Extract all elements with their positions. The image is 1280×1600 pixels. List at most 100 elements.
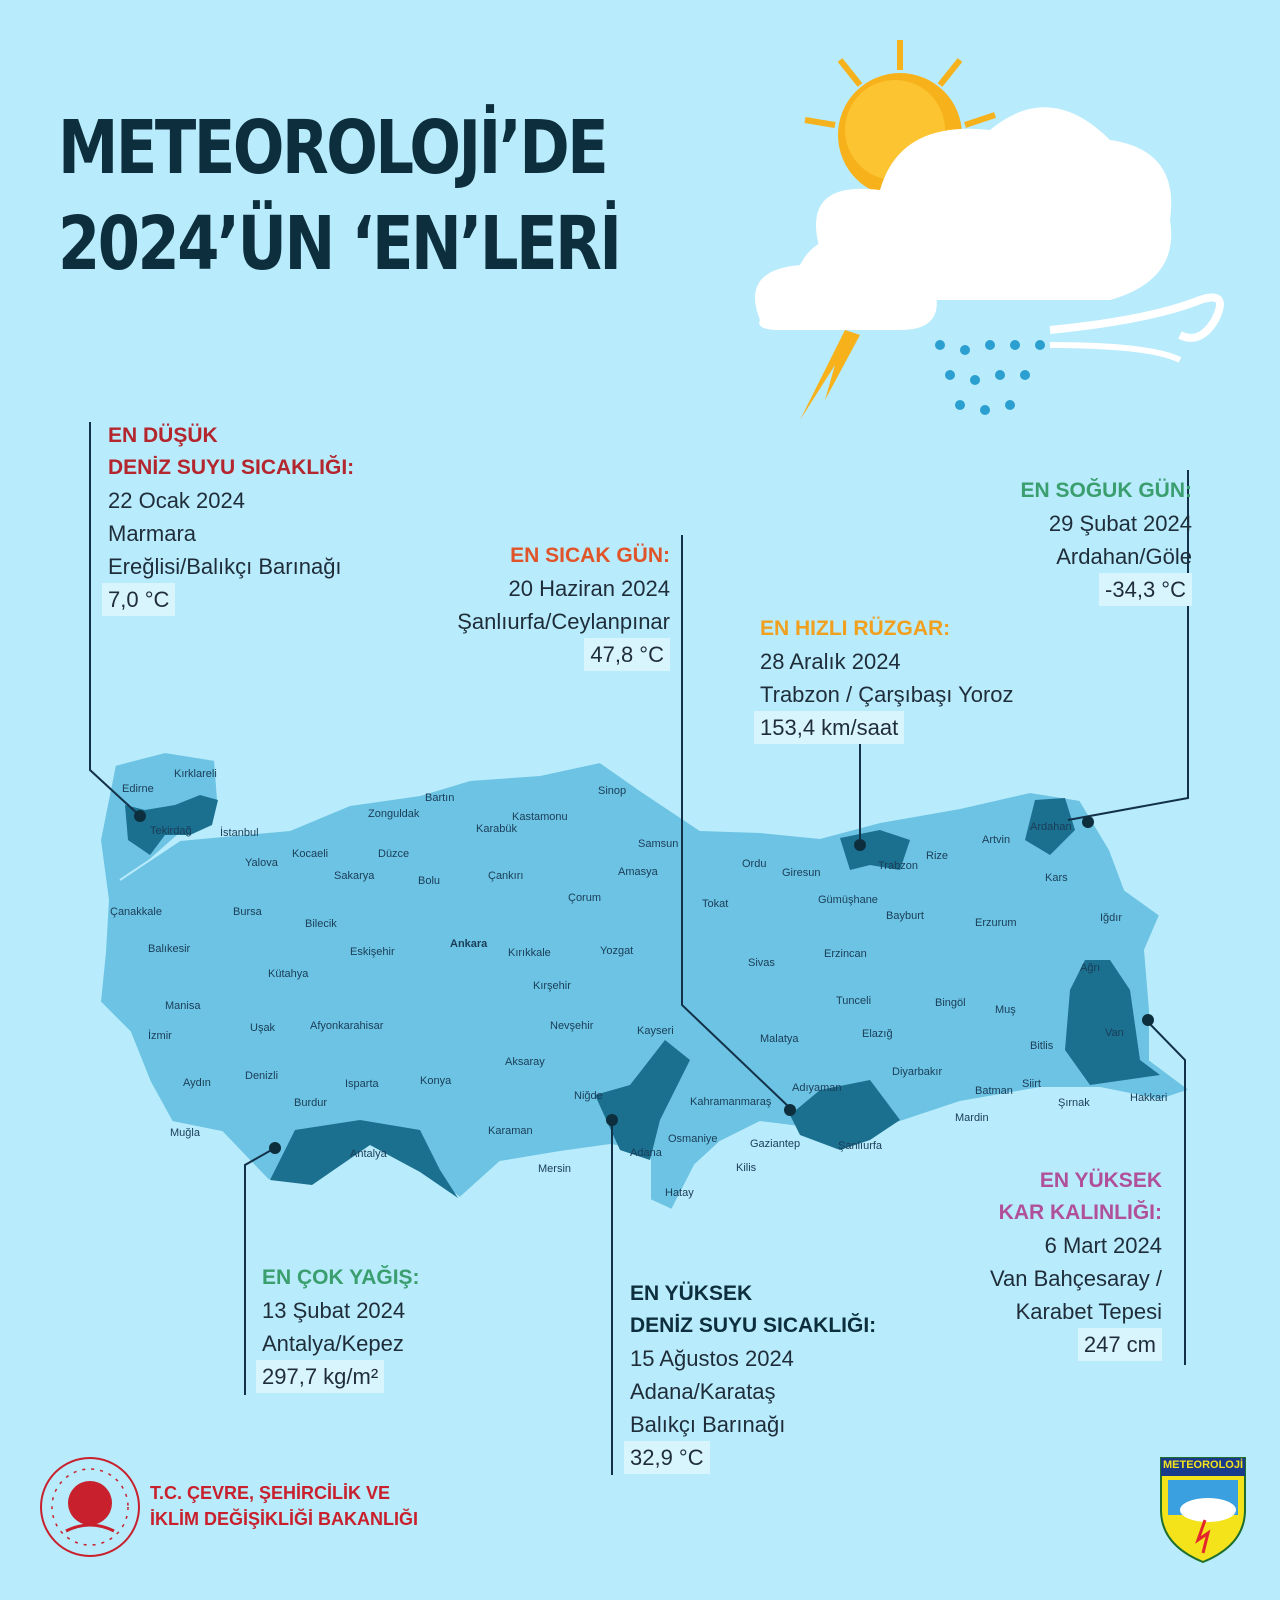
city-label: Kastamonu bbox=[512, 811, 568, 823]
record-value: 7,0 °C bbox=[102, 583, 176, 616]
city-label: Edirne bbox=[122, 783, 154, 795]
city-label-capital: Ankara bbox=[450, 938, 488, 950]
city-label: Yozgat bbox=[600, 945, 634, 957]
record-fastest-wind: EN HIZLI RÜZGAR: 28 Aralık 2024 Trabzon … bbox=[754, 613, 1014, 744]
city-label: Kırıkkale bbox=[508, 947, 551, 959]
city-label: Kars bbox=[1045, 872, 1068, 884]
city-label: Antalya bbox=[350, 1148, 387, 1160]
meteoroloji-logo-text: METEOROLOJİ bbox=[1162, 1459, 1244, 1471]
city-label: Muğla bbox=[170, 1127, 200, 1139]
city-label: Çankırı bbox=[488, 870, 524, 882]
city-label: Gümüşhane bbox=[818, 894, 878, 906]
ministry-logo-icon bbox=[40, 1457, 140, 1557]
weather-illustration-icon bbox=[755, 40, 1224, 420]
record-highest-sea-temp: EN YÜKSEK DENİZ SUYU SICAKLIĞI: 15 Ağust… bbox=[624, 1278, 876, 1474]
city-label: Zonguldak bbox=[368, 808, 420, 820]
city-label: Kırklareli bbox=[174, 768, 217, 780]
city-label: Amasya bbox=[618, 866, 658, 878]
city-label: Manisa bbox=[165, 1000, 201, 1012]
city-label: Kırşehir bbox=[533, 980, 571, 992]
city-label: Mersin bbox=[538, 1163, 572, 1175]
city-label: Kilis bbox=[736, 1162, 757, 1174]
city-label: Kahramanmaraş bbox=[690, 1096, 772, 1108]
province-antalya bbox=[270, 1120, 458, 1198]
city-label: Çanakkale bbox=[110, 906, 162, 918]
city-label: Bartın bbox=[425, 792, 455, 804]
city-label: Kayseri bbox=[637, 1025, 674, 1037]
record-value: 297,7 kg/m² bbox=[256, 1360, 385, 1393]
city-label: Ağrı bbox=[1080, 962, 1101, 974]
city-label: Tunceli bbox=[836, 995, 872, 1007]
city-label: Hakkari bbox=[1130, 1092, 1168, 1104]
city-label: Sinop bbox=[598, 785, 627, 797]
city-label: Bolu bbox=[418, 875, 441, 887]
city-label: Denizli bbox=[245, 1070, 279, 1082]
record-value: 247 cm bbox=[1077, 1328, 1162, 1361]
record-value: 47,8 °C bbox=[584, 638, 670, 671]
city-label: Niğde bbox=[574, 1090, 603, 1102]
meteoroloji-logo-icon bbox=[1160, 1457, 1246, 1564]
city-label: Adana bbox=[630, 1147, 662, 1159]
city-label: Ardahan bbox=[1030, 821, 1072, 833]
city-label: Trabzon bbox=[878, 860, 918, 872]
city-label: Giresun bbox=[782, 867, 821, 879]
province-adana bbox=[595, 1040, 690, 1160]
province-van bbox=[1065, 960, 1160, 1085]
city-label: Kocaeli bbox=[292, 848, 329, 860]
city-label: Bayburt bbox=[886, 910, 924, 922]
city-label: Bingöl bbox=[935, 997, 966, 1009]
city-label: Balıkesir bbox=[148, 943, 191, 955]
city-label: Karabük bbox=[476, 823, 517, 835]
city-label: Ordu bbox=[742, 858, 767, 870]
city-label: İzmir bbox=[148, 1030, 172, 1042]
province-tekirdag bbox=[125, 795, 218, 855]
city-label: Diyarbakır bbox=[892, 1066, 943, 1078]
city-label: Aydın bbox=[183, 1077, 211, 1089]
city-label: Eskişehir bbox=[350, 946, 395, 958]
city-label: Elazığ bbox=[862, 1028, 893, 1040]
record-value: 32,9 °C bbox=[624, 1441, 710, 1474]
city-label: Siirt bbox=[1022, 1078, 1041, 1090]
city-label: Batman bbox=[975, 1085, 1013, 1097]
city-label: Erzincan bbox=[824, 948, 867, 960]
city-label: Hatay bbox=[665, 1187, 694, 1199]
city-label: Uşak bbox=[250, 1022, 276, 1034]
record-most-precipitation: EN ÇOK YAĞIŞ: 13 Şubat 2024 Antalya/Kepe… bbox=[256, 1262, 420, 1393]
city-label: Van bbox=[1105, 1027, 1124, 1039]
city-label: Bursa bbox=[233, 906, 262, 918]
city-label: Şanlıurfa bbox=[838, 1140, 883, 1152]
city-label: Yalova bbox=[245, 857, 278, 869]
city-label: Çorum bbox=[568, 892, 602, 904]
city-label: Kütahya bbox=[268, 968, 309, 980]
city-label: Osmaniye bbox=[668, 1133, 718, 1145]
city-label: Gaziantep bbox=[750, 1138, 801, 1150]
record-highest-snow-depth: EN YÜKSEK KAR KALINLIĞI: 6 Mart 2024 Van… bbox=[990, 1165, 1162, 1361]
city-label: Rize bbox=[926, 850, 949, 862]
city-label: Erzurum bbox=[975, 917, 1017, 929]
city-label: Tokat bbox=[702, 898, 729, 910]
city-label: Şırnak bbox=[1058, 1097, 1090, 1109]
city-label: Burdur bbox=[294, 1097, 328, 1109]
province-sanliurfa bbox=[790, 1080, 900, 1150]
city-label: Adıyaman bbox=[792, 1082, 842, 1094]
city-label: Malatya bbox=[760, 1033, 799, 1045]
city-label: Iğdır bbox=[1100, 912, 1123, 924]
city-label: Artvin bbox=[982, 834, 1011, 846]
city-label: Samsun bbox=[638, 838, 679, 850]
city-label: Aksaray bbox=[505, 1056, 545, 1068]
city-label: Nevşehir bbox=[550, 1020, 594, 1032]
city-label: Bitlis bbox=[1030, 1040, 1054, 1052]
record-value: -34,3 °C bbox=[1099, 573, 1192, 606]
ministry-name: T.C. ÇEVRE, ŞEHİRCİLİK VE İKLİM DEĞİŞİKL… bbox=[150, 1483, 418, 1529]
city-label: Bilecik bbox=[305, 918, 337, 930]
record-hottest-day: EN SICAK GÜN: 20 Haziran 2024 Şanlıurfa/… bbox=[457, 540, 670, 671]
province-ardahan bbox=[1025, 798, 1075, 855]
city-label: Sakarya bbox=[334, 870, 375, 882]
city-label: Düzce bbox=[378, 848, 410, 860]
highlighted-provinces bbox=[125, 795, 1160, 1198]
city-label: Afyonkarahisar bbox=[310, 1020, 384, 1032]
city-label: Konya bbox=[420, 1075, 452, 1087]
city-label: Isparta bbox=[345, 1078, 379, 1090]
city-label: Sivas bbox=[748, 957, 775, 969]
